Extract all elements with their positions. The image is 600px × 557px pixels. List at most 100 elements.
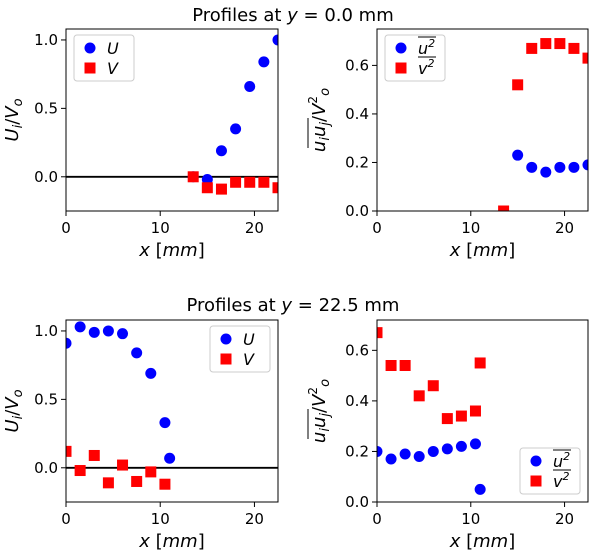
row-title-bottom: Profiles at y = 22.5 mm <box>187 295 400 316</box>
legend-marker-1 <box>220 353 232 365</box>
x-tick-label: 20 <box>245 510 264 528</box>
point-u2-5 <box>441 443 453 455</box>
y-tick-label: 1.0 <box>34 322 58 340</box>
point-U-1 <box>74 321 86 333</box>
legend-box <box>519 447 581 495</box>
point-U-5 <box>258 56 270 68</box>
point-V-1 <box>201 182 213 194</box>
point-v2-1 <box>385 360 397 371</box>
y-axis-label-2: Ui/Vo <box>2 389 26 432</box>
point-U-2 <box>88 326 100 338</box>
point-u2-2 <box>399 448 411 460</box>
y-axis-label-1: uiuj/V2o <box>306 88 333 152</box>
point-u2-1 <box>385 453 397 465</box>
legend-label-2-0: U <box>243 330 255 349</box>
point-V-6 <box>145 466 157 478</box>
point-u2-0 <box>512 149 524 161</box>
x-tick-label: 20 <box>245 219 264 237</box>
data-markers <box>66 321 176 490</box>
x-tick-label: 10 <box>151 510 170 528</box>
legend-box <box>384 34 446 82</box>
point-V-3 <box>230 176 242 188</box>
x-axis-label: x [mm] <box>449 531 516 552</box>
y-axis-label-0: Ui/Vo <box>2 98 26 141</box>
point-v2-4 <box>554 38 566 50</box>
x-tick-label: 0 <box>61 510 71 528</box>
point-v2-3 <box>413 390 425 402</box>
legend: UV <box>73 34 135 82</box>
legend-box <box>209 325 271 373</box>
point-u2-4 <box>568 161 580 173</box>
legend-marker-0 <box>395 42 407 54</box>
data-markers <box>377 327 486 495</box>
plot-frame <box>65 28 279 212</box>
point-v2-6 <box>582 52 588 64</box>
x-axis-label: x [mm] <box>138 240 205 261</box>
point-V-2 <box>88 449 100 461</box>
legend-marker-0 <box>220 333 232 345</box>
x-tick-label: 10 <box>461 219 480 237</box>
y-tick-label: 0.6 <box>345 56 369 74</box>
y-tick-label: 0.2 <box>345 442 369 460</box>
legend-marker-1 <box>84 62 96 74</box>
point-U-2 <box>215 145 227 157</box>
point-u2-5 <box>582 159 588 171</box>
y-tick-label: 1.0 <box>34 31 58 49</box>
point-v2-6 <box>455 410 467 422</box>
point-v2-2 <box>399 360 411 371</box>
point-v2-0 <box>498 205 510 211</box>
x-tick-label: 0 <box>372 510 382 528</box>
point-v2-0 <box>377 327 383 339</box>
point-u2-7 <box>469 438 481 450</box>
y-tick-label: 0.0 <box>345 493 369 511</box>
point-V-1 <box>74 465 86 477</box>
point-U-3 <box>230 123 242 135</box>
y-tick-label: 0.5 <box>34 390 58 408</box>
point-u2-1 <box>526 161 538 173</box>
x-tick-label: 10 <box>151 219 170 237</box>
x-tick-label: 0 <box>61 219 71 237</box>
x-axis-label: x [mm] <box>449 240 516 261</box>
subplot-1: 0 10 20 0.0 0.5 1.0 x [mm] Ui/Vo UV <box>2 28 279 261</box>
y-axis-label-3: uiuj/V2o <box>306 379 333 443</box>
point-V-3 <box>102 477 114 489</box>
point-v2-5 <box>441 413 453 425</box>
point-v2-5 <box>568 42 580 54</box>
point-v2-7 <box>469 405 481 417</box>
y-tick-label: 0.2 <box>345 153 369 171</box>
plot-frame <box>376 319 589 503</box>
point-u2-6 <box>455 440 467 452</box>
x-tick-label: 10 <box>461 510 480 528</box>
point-u2-8 <box>474 483 486 495</box>
y-tick-label: 0.0 <box>345 202 369 220</box>
legend-marker-0 <box>530 455 542 467</box>
point-V-5 <box>258 176 270 188</box>
x-tick-label: 0 <box>372 219 382 237</box>
point-V-0 <box>66 445 72 457</box>
legend-marker-0 <box>84 42 96 54</box>
legend-box <box>73 34 135 82</box>
data-markers <box>498 38 588 211</box>
point-V-6 <box>272 182 278 194</box>
y-tick-label: 0.0 <box>34 459 58 477</box>
point-U-5 <box>131 347 143 359</box>
plot-frame <box>376 28 589 212</box>
row-title-top: Profiles at y = 0.0 mm <box>192 5 394 26</box>
y-tick-label: 0.4 <box>345 392 369 410</box>
point-v2-4 <box>427 380 439 392</box>
y-tick-label: 0.6 <box>345 341 369 359</box>
point-V-4 <box>244 176 256 188</box>
point-V-7 <box>159 478 171 490</box>
legend-marker-1 <box>395 62 407 74</box>
legend-marker-1 <box>530 475 542 487</box>
x-tick-label: 20 <box>555 510 574 528</box>
subplot-3: 0 10 20 0.0 0.5 1.0 x [mm] Ui/Vo UV <box>2 319 279 552</box>
point-V-4 <box>117 459 129 471</box>
point-U-4 <box>244 80 256 92</box>
point-V-2 <box>215 183 227 195</box>
point-U-8 <box>164 452 176 464</box>
